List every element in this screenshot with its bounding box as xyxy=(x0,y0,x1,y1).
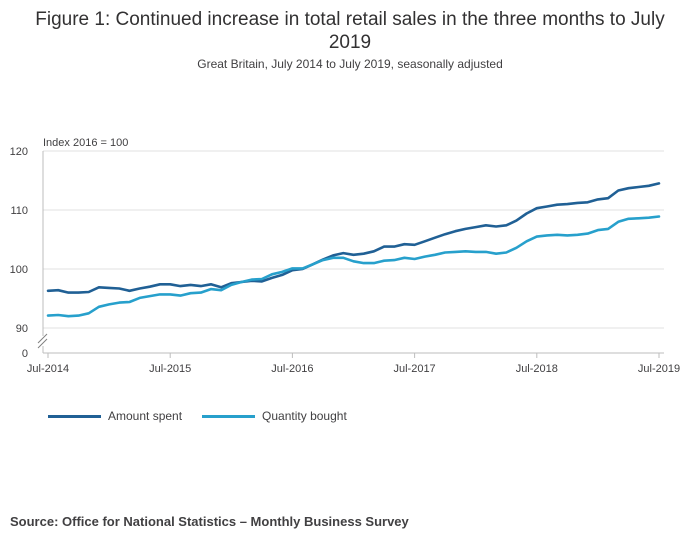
source-note: Source: Office for National Statistics –… xyxy=(10,514,409,529)
series-lines xyxy=(46,182,661,318)
x-tick-label: Jul-2017 xyxy=(393,363,435,375)
chart-title: Figure 1: Continued increase in total re… xyxy=(35,9,665,53)
legend-item-amount-spent[interactable]: Amount spent xyxy=(48,409,182,423)
series-line-amount-spent[interactable] xyxy=(46,182,661,294)
x-tick-label: Jul-2019 xyxy=(638,363,680,375)
series-line-quantity-bought[interactable] xyxy=(46,215,661,318)
legend-swatch-quantity-bought xyxy=(202,414,256,418)
axis-break-mark xyxy=(37,333,48,344)
x-tick-label: Jul-2014 xyxy=(27,363,69,375)
y-tick-label: 0 xyxy=(22,348,28,360)
legend-item-quantity-bought[interactable]: Quantity bought xyxy=(202,409,347,423)
axis-break-mark xyxy=(37,338,48,349)
chart-subtitle: Great Britain, July 2014 to July 2019, s… xyxy=(197,57,503,71)
gridlines xyxy=(43,150,664,329)
y-tick-label: 100 xyxy=(10,264,28,276)
y-tick-label: 120 xyxy=(10,146,28,158)
axes: 120 110 100 90 0 Jul-2014 Jul-2015 Jul-2016 Jul-… xyxy=(10,146,680,375)
y-axis-label: Index 2016 = 100 xyxy=(43,137,128,149)
y-tick-label: 90 xyxy=(16,323,28,335)
legend: Amount spent Quantity bought xyxy=(48,409,347,423)
y-tick-label: 110 xyxy=(10,205,28,217)
legend-swatch-amount-spent xyxy=(48,414,101,418)
x-tick-label: Jul-2018 xyxy=(516,363,558,375)
legend-label-amount-spent: Amount spent xyxy=(108,409,183,423)
x-tick-label: Jul-2016 xyxy=(271,363,313,375)
legend-label-quantity-bought: Quantity bought xyxy=(262,409,347,423)
x-tick-label: Jul-2015 xyxy=(149,363,191,375)
